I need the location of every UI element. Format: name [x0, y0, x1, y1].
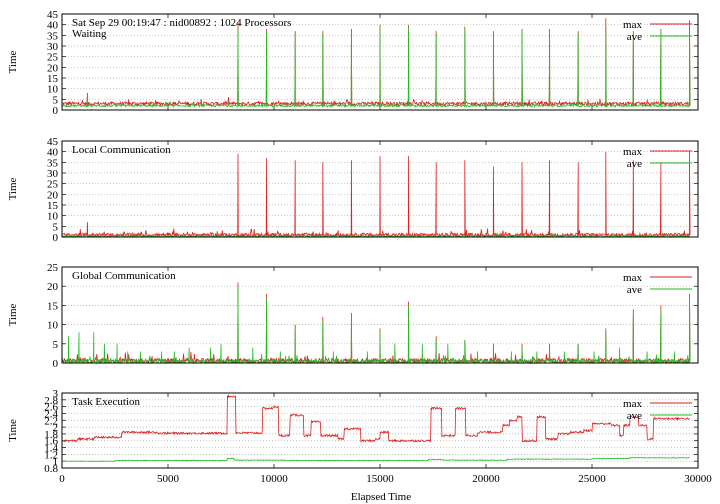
panel-title: Local Communication — [72, 144, 171, 156]
legend-label-max: max — [623, 146, 642, 158]
y-axis-label: Time — [7, 303, 19, 326]
y-tick-label: 25 — [47, 52, 59, 64]
x-axis-label: Elapsed Time — [351, 491, 411, 503]
y-tick-label: 40 — [47, 20, 59, 32]
y-tick-label: 45 — [47, 9, 59, 21]
legend-label-ave: ave — [627, 410, 642, 422]
y-tick-label: 10 — [47, 84, 59, 96]
y-tick-label: 5 — [53, 339, 59, 351]
y-tick-label: 15 — [47, 200, 59, 212]
y-tick-label: 5 — [53, 221, 59, 233]
y-tick-label: 20 — [47, 189, 59, 201]
y-tick-label: 1.8 — [44, 429, 58, 441]
y-axis-label: Time — [7, 419, 19, 442]
y-tick-label: 0 — [53, 105, 59, 117]
y-tick-label: 25 — [47, 179, 59, 191]
y-tick-label: 3 — [53, 388, 59, 400]
x-tick-label: 25000 — [578, 473, 606, 485]
y-tick-label: 2 — [53, 422, 59, 434]
legend-label-max: max — [623, 398, 642, 410]
y-tick-label: 15 — [47, 73, 59, 85]
series-line-ave — [61, 24, 691, 109]
y-tick-label: 1.2 — [44, 449, 58, 461]
y-tick-label: 1 — [53, 456, 59, 468]
y-tick-label: 0.8 — [44, 463, 58, 475]
series-line-max — [61, 393, 690, 444]
y-tick-label: 5 — [53, 94, 59, 106]
plot-frame — [61, 13, 699, 111]
y-tick-label: 25 — [47, 262, 59, 274]
y-tick-label: 20 — [47, 281, 59, 293]
series-line-ave — [61, 456, 690, 463]
y-tick-label: 2.2 — [44, 415, 58, 427]
x-tick-label: 30000 — [684, 473, 712, 485]
legend-label-max: max — [623, 19, 642, 31]
x-tick-label: 15000 — [366, 473, 394, 485]
panel-subtitle: Sat Sep 29 00:19:47 : nid00892 : 1024 Pr… — [72, 17, 291, 29]
series-line-max — [62, 18, 691, 107]
y-tick-label: 30 — [47, 41, 59, 53]
legend-label-ave: ave — [627, 284, 642, 296]
y-axis-label: Time — [7, 50, 19, 73]
y-tick-label: 0 — [53, 232, 59, 244]
plot-frame — [61, 392, 699, 469]
series-line-max — [61, 151, 691, 239]
y-tick-label: 10 — [47, 320, 59, 332]
y-tick-label: 2.8 — [44, 395, 58, 407]
y-tick-label: 30 — [47, 168, 59, 180]
plot-frame — [61, 140, 699, 238]
plot-frame — [61, 266, 699, 364]
panel-4: 0.811.21.41.61.822.22.42.62.83 0 5000 10000… — [7, 388, 712, 485]
y-tick-label: 35 — [47, 157, 59, 169]
y-tick-label: 40 — [47, 147, 59, 159]
x-tick-label: 0 — [59, 473, 65, 485]
x-tick-label: 5000 — [157, 473, 180, 485]
series-line-max — [61, 282, 691, 365]
legend-label-max: max — [623, 272, 642, 284]
panel-title: Waiting — [72, 28, 107, 40]
x-tick-label: 20000 — [472, 473, 500, 485]
x-tick-label: 10000 — [260, 473, 288, 485]
y-tick-label: 35 — [47, 30, 59, 42]
panel-title: Task Execution — [72, 396, 140, 408]
y-axis-label: Time — [7, 177, 19, 200]
y-tick-label: 10 — [47, 211, 59, 223]
y-tick-label: 20 — [47, 62, 59, 74]
series-line-ave — [61, 286, 691, 365]
legend-label-ave: ave — [627, 158, 642, 170]
y-tick-label: 2.4 — [44, 408, 58, 420]
y-tick-label: 45 — [47, 136, 59, 148]
legend-label-ave: ave — [627, 31, 642, 43]
y-tick-label: 1.6 — [44, 436, 58, 448]
y-tick-label: 2.6 — [44, 402, 58, 414]
y-tick-label: 0 — [53, 358, 59, 370]
panel-title: Global Communication — [72, 270, 176, 282]
y-tick-label: 15 — [47, 300, 59, 312]
y-tick-label: 1.4 — [44, 443, 58, 455]
